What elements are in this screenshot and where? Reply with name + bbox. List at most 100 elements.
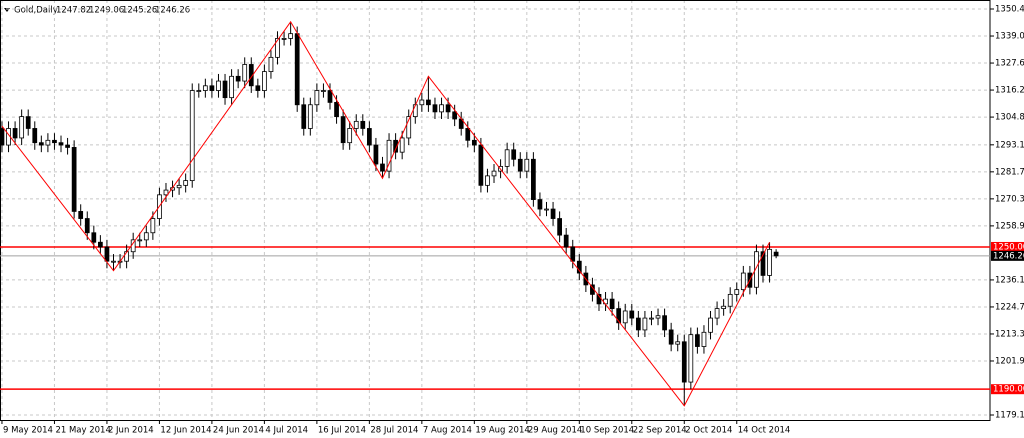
candle-body xyxy=(321,90,326,92)
x-tick-label: 7 Aug 2014 xyxy=(423,426,472,436)
header-value: 1249.06 xyxy=(89,6,124,16)
candle-body xyxy=(649,317,654,320)
candle-body xyxy=(557,218,562,236)
candle-body xyxy=(294,33,300,106)
candle-body xyxy=(675,341,681,345)
candle-body xyxy=(393,139,398,153)
candle-body xyxy=(622,310,628,324)
x-tick-label: 14 Oct 2014 xyxy=(738,426,791,436)
candle-body xyxy=(242,64,248,82)
y-tick-label: 1281.70 xyxy=(995,167,1024,177)
y-tick-label: 1224.70 xyxy=(995,302,1024,312)
candle-body xyxy=(721,305,727,310)
candle-body xyxy=(773,251,779,257)
candle-body xyxy=(478,144,484,186)
x-tick-label: 9 May 2014 xyxy=(3,426,53,436)
candle-body xyxy=(235,75,241,82)
candle-body xyxy=(353,120,359,129)
candle-body xyxy=(222,80,228,99)
x-tick-label: 28 Jul 2014 xyxy=(370,426,418,436)
candle-body xyxy=(340,116,346,144)
last-price-label: 1246.26 xyxy=(993,251,1024,261)
candle-body xyxy=(740,272,746,291)
y-tick-label: 1270.30 xyxy=(995,194,1024,204)
candle-body xyxy=(452,111,458,120)
candle-body xyxy=(176,184,182,189)
candle-body xyxy=(419,99,425,106)
x-tick-label: 12 Jun 2014 xyxy=(160,426,211,436)
candle-body xyxy=(701,331,707,347)
price-label-box xyxy=(991,241,1024,252)
candle-body xyxy=(0,128,5,146)
candle-body xyxy=(196,90,202,92)
candle-body xyxy=(399,137,405,153)
y-tick-label: 1293.10 xyxy=(995,140,1024,150)
candle-body xyxy=(84,218,90,234)
candle-body xyxy=(517,158,523,172)
candle-body xyxy=(754,251,759,288)
candle-body xyxy=(38,142,44,146)
candle-body xyxy=(281,37,287,40)
candle-body xyxy=(98,241,103,248)
y-tick-label: 1304.80 xyxy=(995,113,1024,123)
candle-body xyxy=(301,104,307,129)
candle-body xyxy=(485,175,490,186)
y-tick-label: 1179.11 xyxy=(995,410,1024,420)
header-value: 1245.26 xyxy=(122,6,157,16)
candle-body xyxy=(727,293,733,307)
candle-body xyxy=(347,128,353,144)
candle-body xyxy=(137,239,143,242)
candle-body xyxy=(576,260,582,274)
candle-body xyxy=(275,37,280,58)
y-tick-label: 1201.90 xyxy=(995,356,1024,366)
candle-body xyxy=(307,104,313,129)
candle-body xyxy=(163,189,169,196)
candle-body xyxy=(471,139,477,146)
candle-body xyxy=(52,139,57,144)
x-tick-label: 22 Sep 2014 xyxy=(633,426,687,436)
candle-body xyxy=(504,149,510,167)
candle-body xyxy=(714,308,720,319)
candle-body xyxy=(255,85,261,91)
candle-body xyxy=(12,128,18,139)
y-tick-label: 1213.30 xyxy=(995,329,1024,339)
candle-body xyxy=(386,139,392,172)
candle-body xyxy=(45,139,51,146)
candle-body xyxy=(314,90,320,106)
x-tick-label: 4 Jul 2014 xyxy=(265,426,308,436)
candle-body xyxy=(609,298,615,310)
candle-body xyxy=(550,208,556,219)
candle-body xyxy=(570,246,576,262)
x-tick-label: 24 Jun 2014 xyxy=(213,426,264,436)
header-value: 1247.82 xyxy=(56,6,91,16)
candle-body xyxy=(760,251,766,276)
candle-body xyxy=(268,56,274,72)
candle-body xyxy=(642,317,648,331)
candle-body xyxy=(288,33,294,39)
candle-body xyxy=(531,158,536,200)
candle-body xyxy=(491,170,497,177)
y-tick-label: 1236.10 xyxy=(995,275,1024,285)
candle-body xyxy=(695,334,700,347)
candle-body xyxy=(681,341,687,383)
candle-body xyxy=(511,149,517,160)
candle-body xyxy=(189,90,195,182)
candle-body xyxy=(668,329,674,345)
x-tick-label: 21 May 2014 xyxy=(55,426,110,436)
y-tick-label: 1258.90 xyxy=(995,221,1024,231)
candle-body xyxy=(124,251,129,262)
candle-body xyxy=(111,260,116,263)
candle-body xyxy=(71,147,77,212)
candle-body xyxy=(58,142,64,146)
y-tick-label: 1339.00 xyxy=(995,32,1024,42)
y-tick-label: 1327.60 xyxy=(995,59,1024,69)
candle-body xyxy=(91,232,97,243)
candle-body xyxy=(327,90,333,103)
candle-body xyxy=(202,85,208,91)
candle-body xyxy=(65,144,70,148)
candle-body xyxy=(32,128,38,144)
candle-body xyxy=(616,308,622,324)
price-label-box xyxy=(991,384,1024,395)
candle-body xyxy=(688,334,694,383)
